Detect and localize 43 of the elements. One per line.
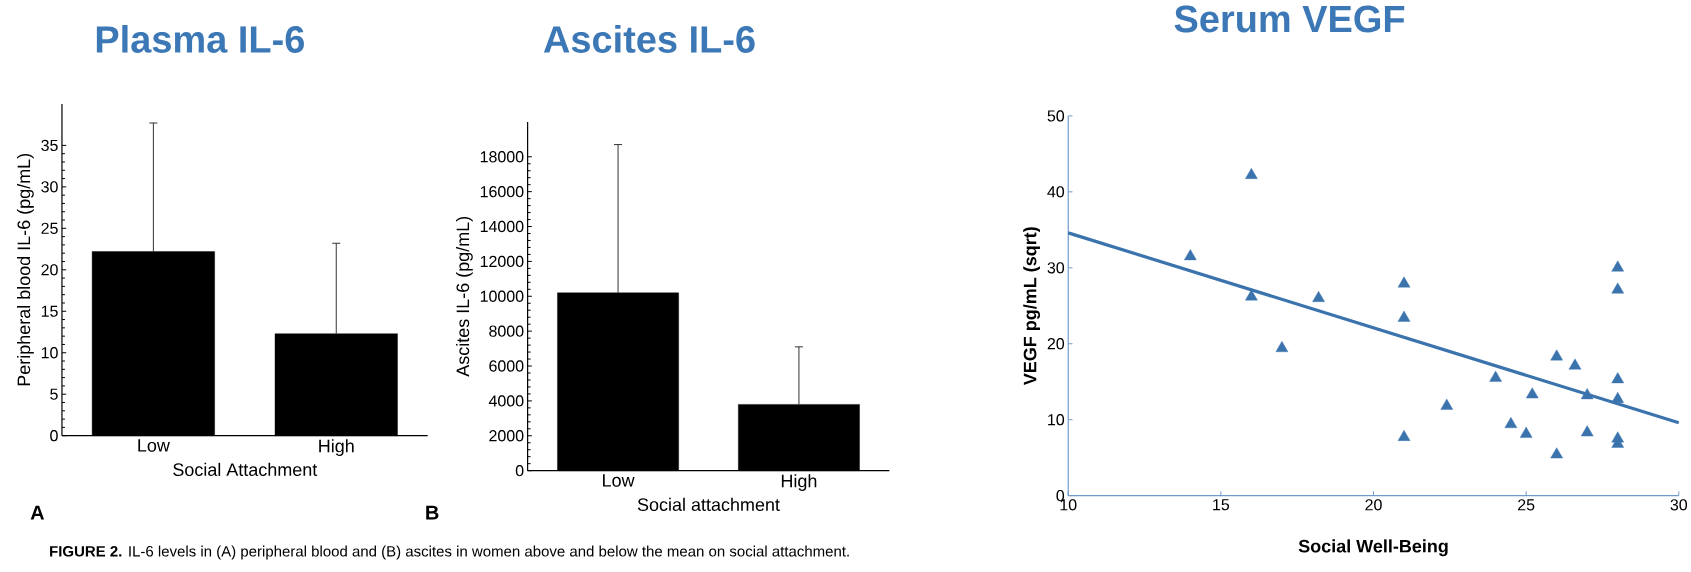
text: A bbox=[30, 505, 45, 520]
x-axis-title: Social attachment bbox=[637, 498, 780, 512]
x-tick-label: 25 bbox=[1518, 499, 1535, 511]
y-tick-label: 10 bbox=[1048, 414, 1065, 426]
chart-title: Ascites IL-6 bbox=[543, 25, 755, 54]
y-tick-label: 18000 bbox=[480, 151, 524, 163]
chart-title: Serum VEGF bbox=[1174, 5, 1405, 33]
x-tick-label: 15 bbox=[1213, 499, 1230, 511]
y-tick-label: 20 bbox=[41, 264, 58, 276]
y-tick-label: 16000 bbox=[480, 186, 524, 198]
chart-title: Plasma IL-6 bbox=[96, 25, 304, 54]
y-tick-label: 10 bbox=[41, 347, 58, 359]
y-tick-label: 10000 bbox=[480, 290, 524, 303]
y-tick-label: 40 bbox=[1047, 186, 1065, 198]
y-tick-label: 50 bbox=[1047, 110, 1065, 122]
x-tick-label: Low bbox=[138, 439, 170, 452]
x-axis-title: Social Attachment bbox=[173, 463, 318, 477]
y-tick-label: 30 bbox=[41, 181, 58, 193]
y-axis-title: VEGF pg/mL (sqrt) bbox=[1023, 227, 1041, 386]
x-tick-label: High bbox=[319, 439, 354, 457]
y-tick-label: 25 bbox=[41, 222, 58, 235]
y-tick-label: 2000 bbox=[489, 430, 524, 442]
y-axis-title: Peripheral blood IL-6 (pg/mL) bbox=[17, 154, 34, 386]
y-tick-label: 15 bbox=[41, 305, 58, 318]
y-tick-label: 8000 bbox=[489, 325, 524, 338]
x-axis-title: Social Well-Being bbox=[1298, 539, 1448, 557]
x-tick-label: 20 bbox=[1365, 499, 1382, 511]
x-tick-label: Low bbox=[603, 474, 635, 487]
y-tick-label: 0 bbox=[50, 430, 58, 442]
y-tick-label: 12000 bbox=[480, 255, 524, 268]
y-tick-label: 35 bbox=[41, 139, 58, 152]
y-tick-label: 5 bbox=[50, 388, 58, 400]
text: FIGURE 2. IL-6 levels in (A) peripheral blood and (B) ascites in women above and below the mean on social attachment. bbox=[50, 545, 849, 560]
y-tick-label: 4000 bbox=[488, 395, 524, 407]
x-tick-label: High bbox=[781, 474, 817, 492]
text: B bbox=[426, 505, 439, 520]
y-tick-label: 30 bbox=[1047, 262, 1065, 274]
y-tick-label: 0 bbox=[515, 465, 524, 477]
y-axis-title: Ascites IL-6 (pg/mL) bbox=[456, 217, 473, 377]
y-tick-label: 20 bbox=[1047, 338, 1065, 350]
y-tick-label: 6000 bbox=[489, 360, 524, 372]
y-tick-label: 14000 bbox=[480, 221, 524, 233]
x-tick-label: 30 bbox=[1670, 499, 1688, 511]
